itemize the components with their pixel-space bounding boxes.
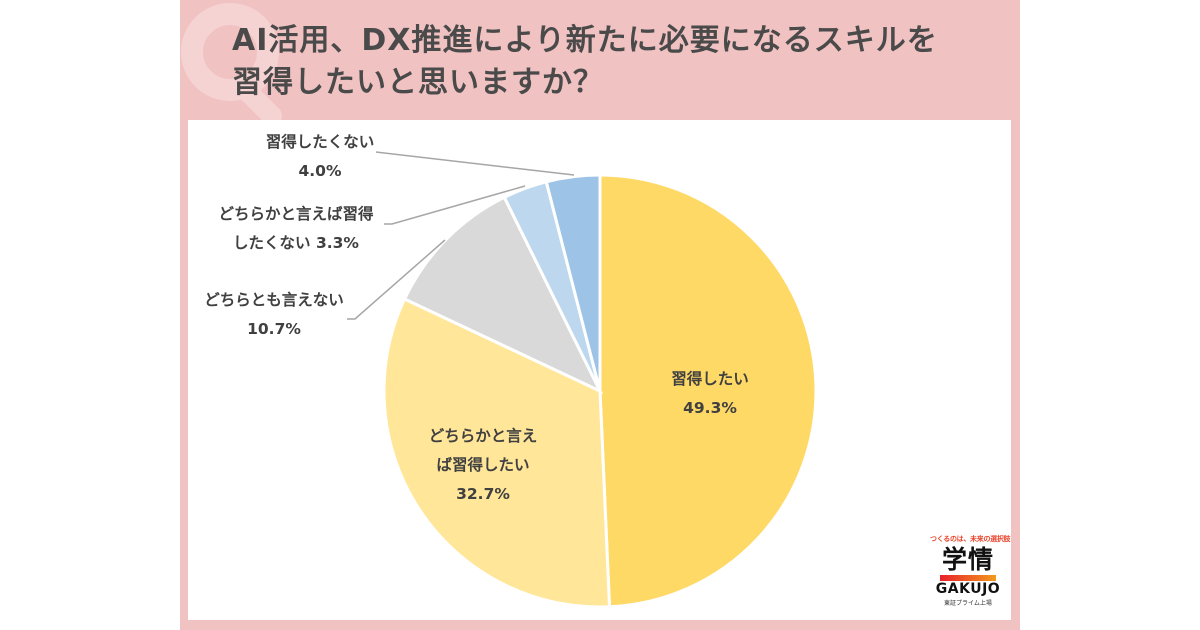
leader-line-somewhat-not-want <box>384 185 526 225</box>
gakujo-logo: つくるのは、未来の選択肢 学情 GAKUJO 東証プライム上場 <box>930 534 1011 607</box>
logo-subtext: 東証プライム上場 <box>944 600 992 607</box>
label-text: どちらとも言えない <box>204 291 344 309</box>
slice-neutral <box>402 195 604 395</box>
label-value: したくない 3.3% <box>233 234 359 252</box>
label-value: 10.7% <box>247 320 301 338</box>
logo-gradient-bar <box>940 575 996 581</box>
leader-line-not-want <box>375 151 575 176</box>
label-not-want: 習得したくない 4.0% <box>260 128 380 186</box>
label-text: どちらかと言えば習得 <box>218 205 374 223</box>
label-text: 習得したくない <box>265 133 375 151</box>
label-value: 49.3% <box>683 399 737 417</box>
logo-kanji: 学情 <box>941 545 994 574</box>
slice-not-want <box>544 173 602 392</box>
logo-english: GAKUJO <box>935 581 1001 597</box>
label-somewhat-want: どちらかと言え ば習得したい 32.7% <box>408 422 558 509</box>
leader-line-neutral <box>347 239 446 320</box>
label-value: 4.0% <box>298 162 342 180</box>
title-line-2: 習得したいと思いますか？ <box>232 65 604 100</box>
slice-want-to-learn <box>598 173 818 609</box>
label-neutral: どちらとも言えない 10.7% <box>204 286 344 344</box>
q-letter-icon <box>181 3 282 126</box>
label-text: 習得したい <box>671 370 749 388</box>
label-want-to-learn: 習得したい 49.3% <box>650 365 770 423</box>
label-text: ば習得したい <box>436 456 530 474</box>
chart-area: 習得したい 49.3% どちらかと言え ば習得したい 32.7% どちらとも言え… <box>188 120 1011 620</box>
slice-somewhat-want <box>382 297 612 609</box>
label-text: どちらかと言え <box>428 427 538 445</box>
title-line-1: AI活用、DX推進により新たに必要になるスキルを <box>232 23 938 58</box>
label-somewhat-not-want: どちらかと言えば習得 したくない 3.3% <box>206 200 386 258</box>
header-panel: AI活用、DX推進により新たに必要になるスキルを 習得したいと思いますか？ 習得… <box>180 0 1020 630</box>
pie-chart <box>347 151 818 609</box>
page-title: AI活用、DX推進により新たに必要になるスキルを 習得したいと思いますか？ <box>232 20 1012 104</box>
label-value: 32.7% <box>456 485 510 503</box>
logo-tagline: つくるのは、未来の選択肢 <box>930 535 1011 543</box>
